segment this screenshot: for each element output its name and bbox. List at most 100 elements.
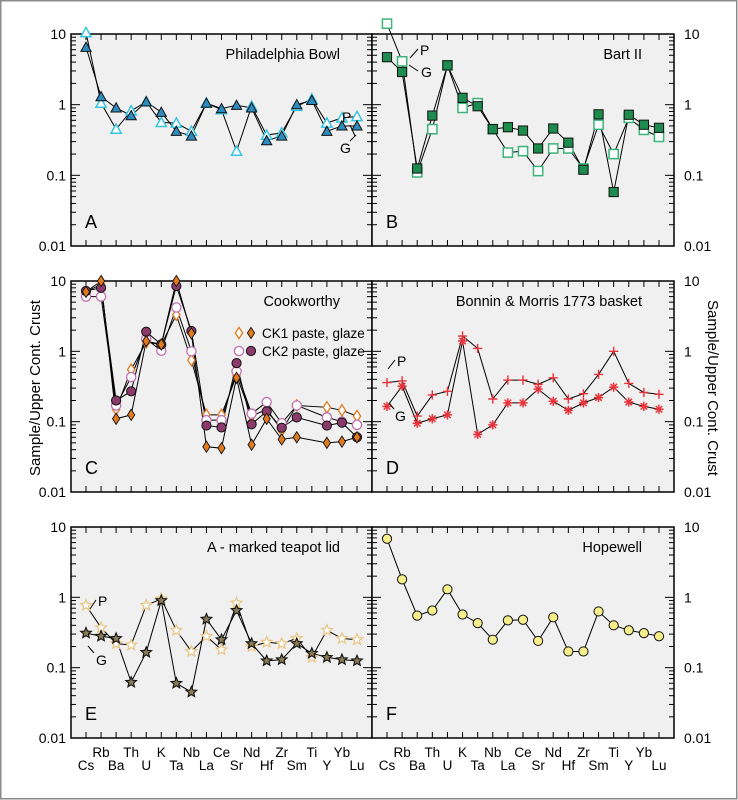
y-tick-label: 1 [58, 97, 66, 113]
y-tick-label: 1 [58, 343, 66, 359]
data-point [593, 392, 604, 403]
data-point [246, 408, 257, 419]
data-point [397, 66, 408, 78]
data-point [169, 676, 184, 689]
annotation-leader [408, 64, 419, 72]
x-tick-label: Ba [108, 758, 125, 773]
data-point [563, 405, 573, 415]
data-point [245, 101, 258, 113]
data-point [578, 646, 589, 657]
data-point [639, 401, 649, 411]
data-point [548, 373, 558, 383]
data-point [350, 632, 364, 646]
panel-title: Hopewell [582, 540, 642, 556]
data-point [335, 652, 349, 666]
data-point [290, 636, 304, 650]
data-point [653, 631, 665, 642]
data-point [184, 644, 199, 658]
data-point [155, 106, 168, 117]
data-point [503, 398, 513, 408]
annotation-g: G [421, 64, 432, 80]
data-point [201, 420, 212, 431]
x-ticks [85, 34, 358, 246]
plot-frame [371, 526, 675, 739]
data-point [124, 675, 138, 688]
plot-area [71, 281, 372, 492]
panel-letter: F [386, 704, 397, 724]
legend-marker-open [233, 345, 245, 357]
data-point [593, 369, 604, 379]
panel-letter: E [85, 704, 97, 724]
panel-title: A - marked teapot lid [207, 540, 340, 556]
x-tick-label: Hf [562, 758, 576, 773]
data-point [488, 420, 498, 430]
panel-e: 10 1 0.1 0.01 CsRbBaThUKTaNbLaCeSrNdHfZrSmTi… [39, 519, 373, 773]
series-markers [382, 336, 664, 439]
series-markers [81, 274, 362, 455]
data-point [244, 636, 259, 650]
data-point [518, 398, 528, 408]
data-point [216, 422, 227, 433]
legend-label: CK2 paste, glaze [262, 344, 365, 359]
y-tick-label: 10 [50, 519, 66, 535]
data-point [624, 397, 634, 407]
data-point [260, 134, 273, 146]
data-point [487, 634, 498, 645]
y-axis-label-left: Sample/Upper Cont. Crust [27, 299, 44, 476]
x-tick-label: Rb [393, 745, 410, 760]
data-point [322, 436, 332, 450]
panel-letter: C [85, 458, 98, 478]
data-point [457, 102, 468, 114]
data-point [457, 609, 468, 620]
data-point [320, 125, 333, 136]
data-point [79, 598, 93, 612]
data-point [351, 419, 363, 431]
x-tick-label: Zr [275, 745, 288, 760]
data-point [231, 358, 242, 369]
data-point [442, 60, 453, 71]
annotation-leader [388, 402, 395, 410]
series-markers [382, 331, 664, 421]
y-tick-label: 0.1 [684, 660, 704, 676]
data-point [352, 430, 362, 444]
data-point [187, 326, 196, 340]
plot-area [71, 527, 372, 738]
panel-letter: D [386, 458, 399, 478]
annotation-leader [89, 599, 97, 610]
data-point [472, 101, 483, 112]
data-point [609, 382, 619, 392]
panel-a: 10 1 0.1 0.01 Philadelphia Bowl A PG [39, 25, 373, 254]
panel-title: Bonnin & Morris 1773 basket [456, 294, 642, 310]
data-point [503, 375, 513, 385]
legend-marker-filled [245, 345, 257, 357]
data-point [578, 398, 589, 408]
data-point [157, 338, 166, 351]
data-point [548, 123, 559, 134]
data-point [319, 622, 334, 637]
y-tick-label: 10 [50, 26, 66, 42]
data-point [125, 109, 138, 121]
data-point [126, 386, 137, 397]
pg-annotations: PG [340, 109, 357, 156]
y-tick-label: 0.01 [39, 484, 66, 500]
data-point [202, 440, 211, 454]
annotation-leader [349, 124, 356, 137]
pg-annotations: PG [87, 593, 107, 668]
x-tick-label: Yb [334, 745, 351, 760]
data-point [262, 412, 271, 426]
data-point [472, 618, 483, 629]
data-point [442, 410, 453, 420]
y-axis-label-right: Sample/Upper Cont. Crust [704, 300, 721, 477]
data-point [518, 375, 528, 385]
data-point [217, 441, 226, 455]
legend-item: CK1 paste, glaze [234, 326, 365, 341]
annotation-g: G [96, 652, 107, 668]
data-point [412, 163, 423, 174]
x-tick-label: Cs [78, 758, 95, 773]
x-tick-label: Ti [608, 745, 619, 760]
data-point [261, 396, 272, 408]
data-point [563, 646, 574, 657]
